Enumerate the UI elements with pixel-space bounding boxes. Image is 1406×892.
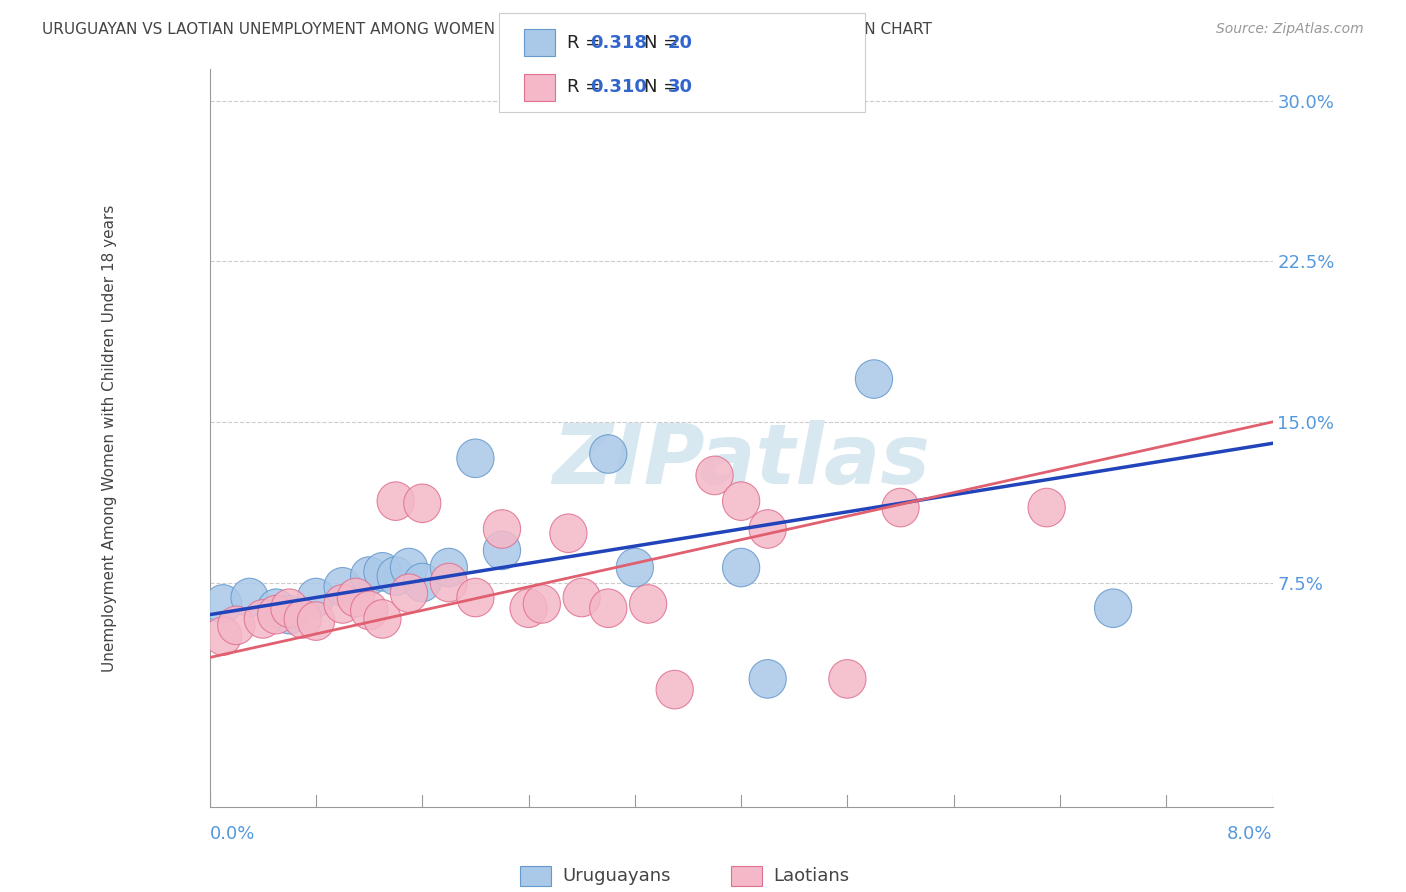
Ellipse shape xyxy=(364,599,401,638)
Ellipse shape xyxy=(550,514,588,552)
Text: Uruguayans: Uruguayans xyxy=(562,867,671,885)
Ellipse shape xyxy=(404,484,441,523)
Ellipse shape xyxy=(404,563,441,602)
Ellipse shape xyxy=(350,591,388,630)
Text: 30: 30 xyxy=(668,78,693,96)
Ellipse shape xyxy=(457,439,494,477)
Ellipse shape xyxy=(457,578,494,616)
Ellipse shape xyxy=(218,606,254,645)
Ellipse shape xyxy=(337,578,374,616)
Ellipse shape xyxy=(882,488,920,527)
Ellipse shape xyxy=(723,482,759,520)
Ellipse shape xyxy=(696,456,733,495)
Text: ZIPatlas: ZIPatlas xyxy=(553,419,929,500)
Ellipse shape xyxy=(484,531,520,570)
Ellipse shape xyxy=(298,578,335,616)
Ellipse shape xyxy=(364,552,401,591)
Ellipse shape xyxy=(484,509,520,549)
Ellipse shape xyxy=(350,557,388,595)
Text: URUGUAYAN VS LAOTIAN UNEMPLOYMENT AMONG WOMEN WITH CHILDREN UNDER 18 YEARS CORRE: URUGUAYAN VS LAOTIAN UNEMPLOYMENT AMONG … xyxy=(42,22,932,37)
Ellipse shape xyxy=(430,549,467,587)
Ellipse shape xyxy=(855,359,893,399)
Text: R =: R = xyxy=(567,34,606,52)
Text: N =: N = xyxy=(644,78,683,96)
Text: 0.310: 0.310 xyxy=(591,78,647,96)
Text: 0.318: 0.318 xyxy=(591,34,648,52)
Ellipse shape xyxy=(616,549,654,587)
Ellipse shape xyxy=(510,589,547,627)
Ellipse shape xyxy=(204,616,242,656)
Ellipse shape xyxy=(749,659,786,698)
Text: Source: ZipAtlas.com: Source: ZipAtlas.com xyxy=(1216,22,1364,37)
Text: Laotians: Laotians xyxy=(773,867,849,885)
Ellipse shape xyxy=(245,599,281,638)
Text: 8.0%: 8.0% xyxy=(1227,824,1272,843)
Ellipse shape xyxy=(562,578,600,616)
Ellipse shape xyxy=(271,595,308,634)
Ellipse shape xyxy=(204,584,242,624)
Ellipse shape xyxy=(589,434,627,474)
Ellipse shape xyxy=(323,567,361,606)
Text: 20: 20 xyxy=(668,34,693,52)
Text: R =: R = xyxy=(567,78,606,96)
Ellipse shape xyxy=(1028,488,1066,527)
Ellipse shape xyxy=(589,589,627,627)
Ellipse shape xyxy=(1094,589,1132,627)
Ellipse shape xyxy=(391,574,427,613)
Ellipse shape xyxy=(391,549,427,587)
Ellipse shape xyxy=(377,482,415,520)
Ellipse shape xyxy=(257,589,295,627)
Ellipse shape xyxy=(284,599,322,638)
Ellipse shape xyxy=(749,509,786,549)
Ellipse shape xyxy=(828,659,866,698)
Ellipse shape xyxy=(271,589,308,627)
Ellipse shape xyxy=(323,584,361,624)
Ellipse shape xyxy=(657,670,693,709)
Ellipse shape xyxy=(298,602,335,640)
Ellipse shape xyxy=(377,557,415,595)
Text: N =: N = xyxy=(644,34,683,52)
Text: 0.0%: 0.0% xyxy=(209,824,254,843)
Text: Unemployment Among Women with Children Under 18 years: Unemployment Among Women with Children U… xyxy=(101,204,117,672)
Ellipse shape xyxy=(630,584,666,624)
Ellipse shape xyxy=(257,595,295,634)
Ellipse shape xyxy=(231,578,269,616)
Ellipse shape xyxy=(723,549,759,587)
Ellipse shape xyxy=(523,584,561,624)
Ellipse shape xyxy=(430,563,467,602)
